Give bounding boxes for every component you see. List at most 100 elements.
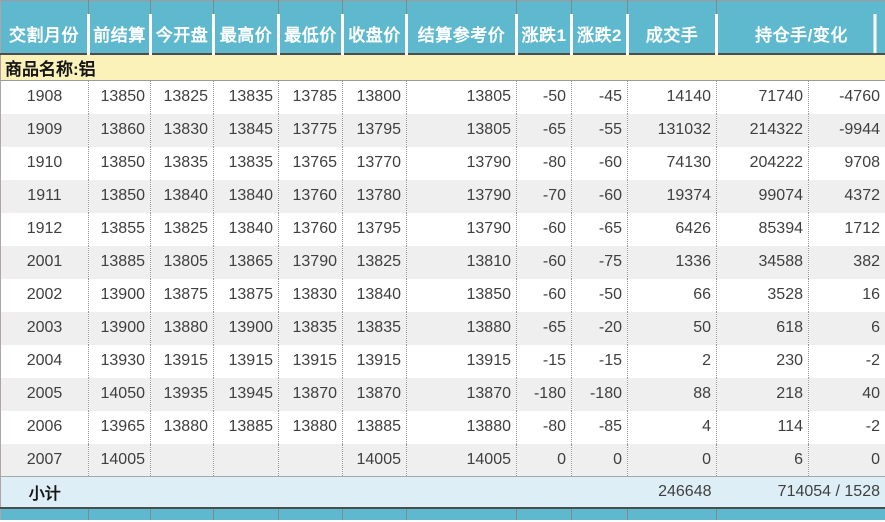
subtotal-volume: 246648 (627, 476, 717, 509)
strip-cell (88, 0, 151, 14)
cell-open-interest: 218 (716, 377, 809, 411)
cell-prev-settlement: 13885 (88, 245, 151, 279)
strip-cell (213, 0, 279, 14)
cell-settlement-ref: 13810 (406, 245, 517, 279)
cell-open: 13825 (150, 80, 214, 114)
table-row[interactable]: 1912 13855 13825 13840 13760 13795 13790… (0, 212, 885, 246)
cell-close: 13870 (342, 377, 407, 411)
strip-cell (150, 507, 214, 520)
cell-prev-settlement: 13900 (88, 278, 151, 312)
cell-settlement-ref: 13790 (406, 179, 517, 213)
cell-settlement-ref: 13850 (406, 278, 517, 312)
cell-low: 13880 (278, 410, 343, 444)
cell-high: 13945 (213, 377, 279, 411)
strip-cell (516, 0, 572, 14)
cell-low: 13785 (278, 80, 343, 114)
cell-change1: -50 (516, 80, 572, 114)
cell-prev-settlement: 14050 (88, 377, 151, 411)
cell-open: 13915 (150, 344, 214, 378)
cell-oi-change: 16 (808, 278, 885, 312)
cell-volume: 19374 (627, 179, 717, 213)
cell-change1: -15 (516, 344, 572, 378)
cell-volume: 66 (627, 278, 717, 312)
cell-low: 13790 (278, 245, 343, 279)
cell-high (213, 443, 279, 477)
cell-delivery-month: 2003 (0, 311, 89, 345)
table-row[interactable]: 1908 13850 13825 13835 13785 13800 13805… (0, 80, 885, 114)
table-row[interactable]: 2001 13885 13805 13865 13790 13825 13810… (0, 245, 885, 279)
cell-high: 13845 (213, 113, 279, 147)
strip-cell (406, 507, 517, 520)
cell-settlement-ref: 13880 (406, 410, 517, 444)
cell-change2: -60 (571, 179, 628, 213)
cell-change1: -60 (516, 245, 572, 279)
cell-change1: -60 (516, 212, 572, 246)
cell-prev-settlement: 13965 (88, 410, 151, 444)
cell-close: 13800 (342, 80, 407, 114)
table-row[interactable]: 2003 13900 13880 13900 13835 13835 13880… (0, 311, 885, 345)
cell-open-interest: 204222 (716, 146, 809, 180)
table-row[interactable]: 1911 13850 13840 13840 13760 13780 13790… (0, 179, 885, 213)
cell-prev-settlement: 13850 (88, 146, 151, 180)
next-section-header-edge (0, 507, 885, 520)
cell-delivery-month: 1911 (0, 179, 89, 213)
cell-oi-change: 9708 (808, 146, 885, 180)
cell-change2: -45 (571, 80, 628, 114)
table-row[interactable]: 2007 14005 14005 14005 0 0 0 6 0 (0, 443, 885, 477)
strip-cell (516, 507, 572, 520)
cell-settlement-ref: 13915 (406, 344, 517, 378)
cell-oi-change: 40 (808, 377, 885, 411)
cell-delivery-month: 2007 (0, 443, 89, 477)
cell-settlement-ref: 13790 (406, 212, 517, 246)
cell-prev-settlement: 13900 (88, 311, 151, 345)
cell-open: 13835 (150, 146, 214, 180)
cell-change2: -180 (571, 377, 628, 411)
strip-cell (627, 507, 717, 520)
table-row[interactable]: 2006 13965 13880 13885 13880 13885 13880… (0, 410, 885, 444)
strip-cell (627, 0, 717, 14)
table-row[interactable]: 2004 13930 13915 13915 13915 13915 13915… (0, 344, 885, 378)
cell-change2: -50 (571, 278, 628, 312)
cell-oi-change: -9944 (808, 113, 885, 147)
strip-cell (278, 0, 343, 14)
cell-high: 13875 (213, 278, 279, 312)
table-row[interactable]: 2002 13900 13875 13875 13830 13840 13850… (0, 278, 885, 312)
strip-cell (150, 0, 214, 14)
subtotal-label: 小计 (0, 476, 89, 509)
strip-cell (0, 507, 89, 520)
cell-open: 13805 (150, 245, 214, 279)
cell-change2: 0 (571, 443, 628, 477)
cell-high: 13900 (213, 311, 279, 345)
product-name-label: 商品名称:铝 (0, 53, 885, 81)
cell-open-interest: 114 (716, 410, 809, 444)
strip-cell (716, 507, 885, 520)
cell-low (278, 443, 343, 477)
cell-open-interest: 6 (716, 443, 809, 477)
cell-oi-change: 0 (808, 443, 885, 477)
strip-cell (213, 507, 279, 520)
cell-change2: -75 (571, 245, 628, 279)
table-row[interactable]: 1909 13860 13830 13845 13775 13795 13805… (0, 113, 885, 147)
cell-settlement-ref: 13870 (406, 377, 517, 411)
cell-delivery-month: 2006 (0, 410, 89, 444)
table-row[interactable]: 2005 14050 13935 13945 13870 13870 13870… (0, 377, 885, 411)
cell-close: 13885 (342, 410, 407, 444)
col-header-settlement-ref: 结算参考价 (406, 13, 518, 55)
cell-open-interest: 85394 (716, 212, 809, 246)
table-row[interactable]: 1910 13850 13835 13835 13765 13770 13790… (0, 146, 885, 180)
cell-open: 13875 (150, 278, 214, 312)
cell-low: 13765 (278, 146, 343, 180)
cell-low: 13775 (278, 113, 343, 147)
cell-close: 13795 (342, 113, 407, 147)
cell-low: 13760 (278, 179, 343, 213)
cell-volume: 14140 (627, 80, 717, 114)
col-header-delivery-month: 交割月份 (0, 13, 90, 55)
cell-open: 13935 (150, 377, 214, 411)
cell-prev-settlement: 13850 (88, 80, 151, 114)
cell-prev-settlement: 13930 (88, 344, 151, 378)
cell-prev-settlement: 14005 (88, 443, 151, 477)
cell-delivery-month: 1909 (0, 113, 89, 147)
cell-change1: 0 (516, 443, 572, 477)
